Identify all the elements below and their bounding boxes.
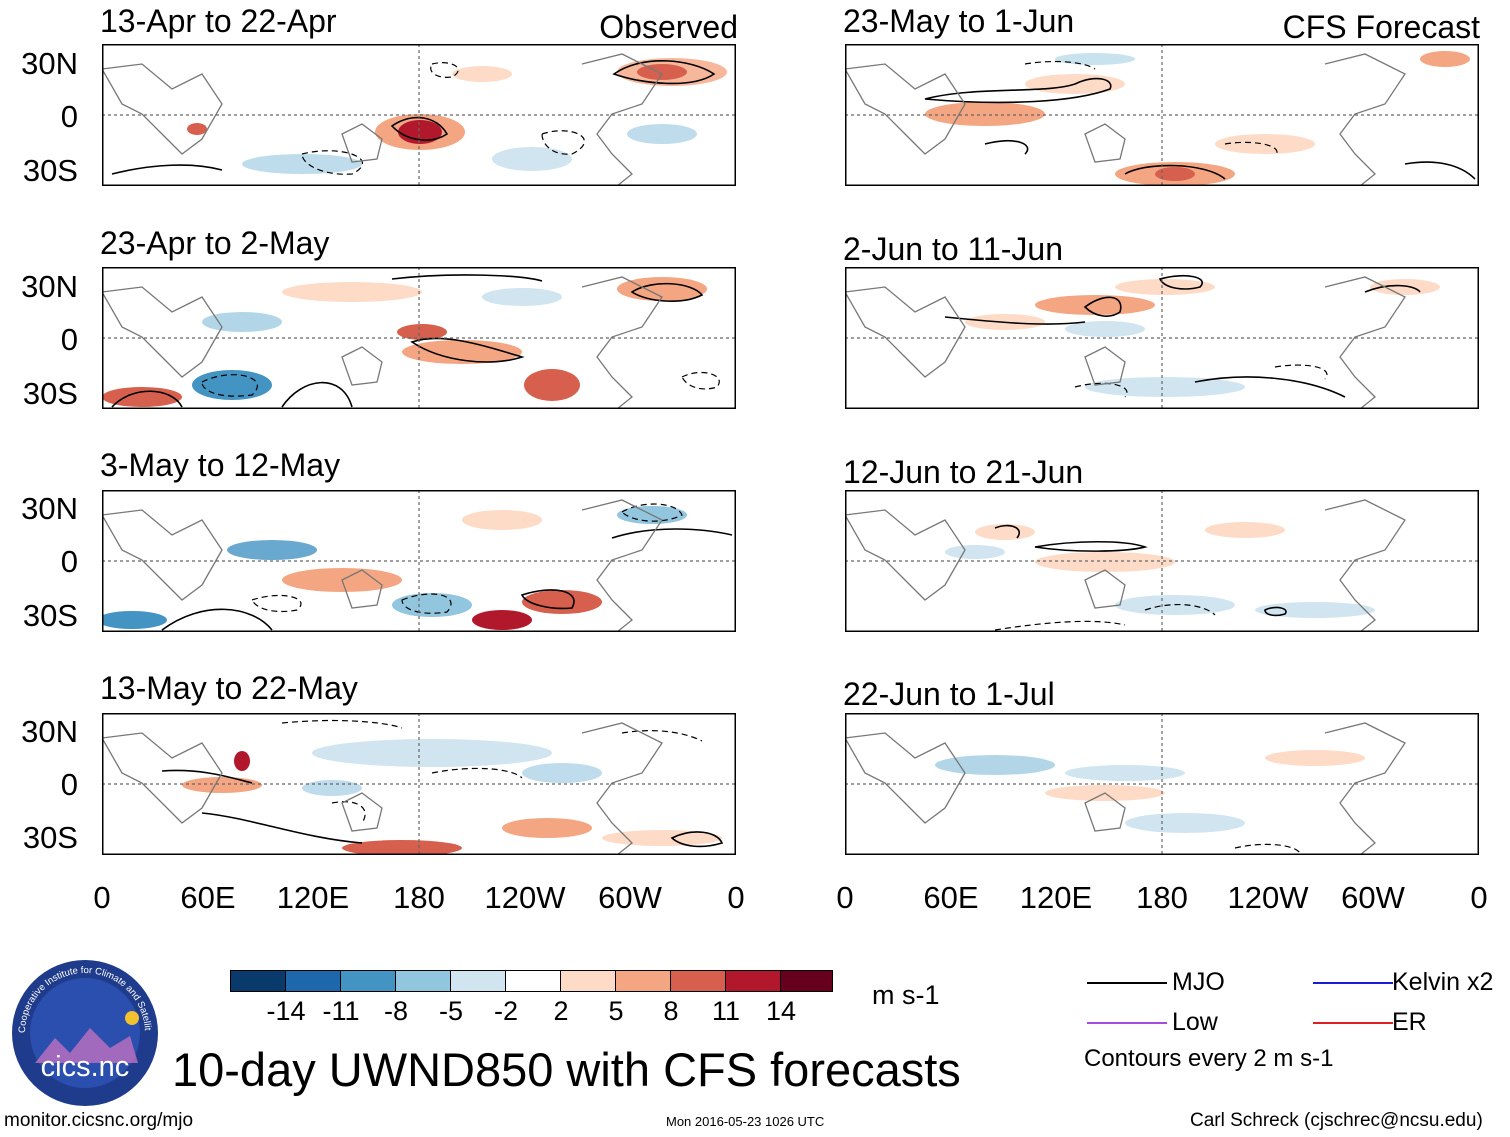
- logo-text: cics.nc: [41, 1051, 130, 1083]
- colorbar-cell-1: [285, 970, 341, 992]
- lon-label-right-180: 180: [1136, 880, 1188, 915]
- colorbar-unit: m s-1: [872, 980, 940, 1010]
- lon-label-left-60w: 60W: [598, 880, 662, 915]
- lon-label-right-60w: 60W: [1341, 880, 1405, 915]
- colorbar-cell-8: [670, 970, 726, 992]
- lat-label-30n-4: 30N: [21, 714, 78, 749]
- colorbar-cell-7: [615, 970, 671, 992]
- lat-label-eq-2: 0: [60, 322, 78, 357]
- colorbar-label: -11: [322, 996, 360, 1026]
- lon-label-left-180: 180: [393, 880, 445, 915]
- footer-author: Carl Schreck (cjschrec@ncsu.edu): [1190, 1110, 1483, 1131]
- footer-timestamp: Mon 2016-05-23 1026 UTC: [666, 1114, 825, 1129]
- colorbar-cell-0: [230, 970, 286, 992]
- map-panel-fc-1: [845, 44, 1479, 186]
- lon-label-right-120w: 120W: [1227, 880, 1309, 915]
- panel-title-obs-1: 13-Apr to 22-Apr: [100, 3, 337, 39]
- forecast-header: CFS Forecast: [1282, 9, 1480, 45]
- colorbar-cell-3: [395, 970, 451, 992]
- lat-label-30n-2: 30N: [21, 269, 78, 304]
- cicsnc-logo: Cooperative Institute for Climate and Sa…: [10, 958, 158, 1106]
- lon-label-right-60e: 60E: [923, 880, 979, 915]
- map-panel-obs-3: [102, 490, 736, 632]
- lon-label-right-360: 0: [1470, 880, 1488, 915]
- colorbar-label: -5: [438, 996, 463, 1026]
- colorbar-label: -14: [266, 996, 306, 1026]
- panel-title-obs-3: 3-May to 12-May: [100, 447, 341, 483]
- map-panel-obs-4: [102, 713, 736, 855]
- lat-label-30s-2: 30S: [22, 376, 78, 411]
- colorbar-label: 2: [553, 996, 569, 1026]
- colorbar-label: -8: [383, 996, 408, 1026]
- lon-label-left-60e: 60E: [180, 880, 236, 915]
- colorbar-label: -2: [493, 996, 518, 1026]
- legend-mjo-line: [1087, 982, 1167, 984]
- main-title: 10-day UWND850 with CFS forecasts: [172, 1043, 961, 1096]
- legend-er-label: ER: [1392, 1008, 1427, 1036]
- lat-label-30n-3: 30N: [21, 491, 78, 526]
- lat-label-eq-3: 0: [60, 544, 78, 579]
- lat-label-30s-1: 30S: [22, 153, 78, 188]
- lon-label-left-120e: 120E: [276, 880, 350, 915]
- colorbar-label: 5: [608, 996, 624, 1026]
- observed-header: Observed: [599, 9, 738, 45]
- colorbar-cell-4: [450, 970, 506, 992]
- colorbar-cell-5: [505, 970, 561, 992]
- panel-title-fc-4: 22-Jun to 1-Jul: [843, 676, 1055, 712]
- colorbar-cell-10: [780, 970, 833, 992]
- legend-er-line: [1313, 1022, 1393, 1024]
- legend-mjo-label: MJO: [1172, 968, 1225, 996]
- colorbar-cell-9: [725, 970, 781, 992]
- panel-title-fc-1: 23-May to 1-Jun: [843, 3, 1075, 39]
- panel-title-obs-4: 13-May to 22-May: [100, 670, 358, 706]
- colorbar-label: 8: [663, 996, 679, 1026]
- lat-label-eq-1: 0: [60, 99, 78, 134]
- lat-label-30s-3: 30S: [22, 598, 78, 633]
- colorbar-cell-6: [560, 970, 616, 992]
- contour-note: Contours every 2 m s-1: [1084, 1045, 1334, 1072]
- lon-label-right-120e: 120E: [1019, 880, 1093, 915]
- colorbar-cell-2: [340, 970, 396, 992]
- lon-label-left-360: 0: [727, 880, 745, 915]
- map-panel-obs-1: [102, 44, 736, 186]
- lon-label-left-0: 0: [93, 880, 111, 915]
- map-panel-fc-3: [845, 490, 1479, 632]
- panel-title-obs-2: 23-Apr to 2-May: [100, 225, 330, 261]
- legend-low-line: [1087, 1022, 1167, 1024]
- map-panel-obs-2: [102, 267, 736, 409]
- legend-low-label: Low: [1172, 1008, 1218, 1036]
- lat-label-30n-1: 30N: [21, 46, 78, 81]
- footer-url: monitor.cicsnc.org/mjo: [4, 1110, 194, 1131]
- map-panel-fc-2: [845, 267, 1479, 409]
- lat-label-30s-4: 30S: [22, 820, 78, 855]
- legend-kelvin-label: Kelvin x2: [1392, 968, 1494, 996]
- panel-title-fc-3: 12-Jun to 21-Jun: [843, 454, 1084, 490]
- lon-label-right-0: 0: [836, 880, 854, 915]
- panel-title-fc-2: 2-Jun to 11-Jun: [843, 231, 1063, 267]
- legend-kelvin-line: [1313, 982, 1393, 984]
- lat-label-eq-4: 0: [60, 767, 78, 802]
- lon-label-left-120w: 120W: [484, 880, 566, 915]
- map-panel-fc-4: [845, 713, 1479, 855]
- colorbar-label: 14: [765, 996, 797, 1026]
- colorbar-label: 11: [711, 996, 741, 1026]
